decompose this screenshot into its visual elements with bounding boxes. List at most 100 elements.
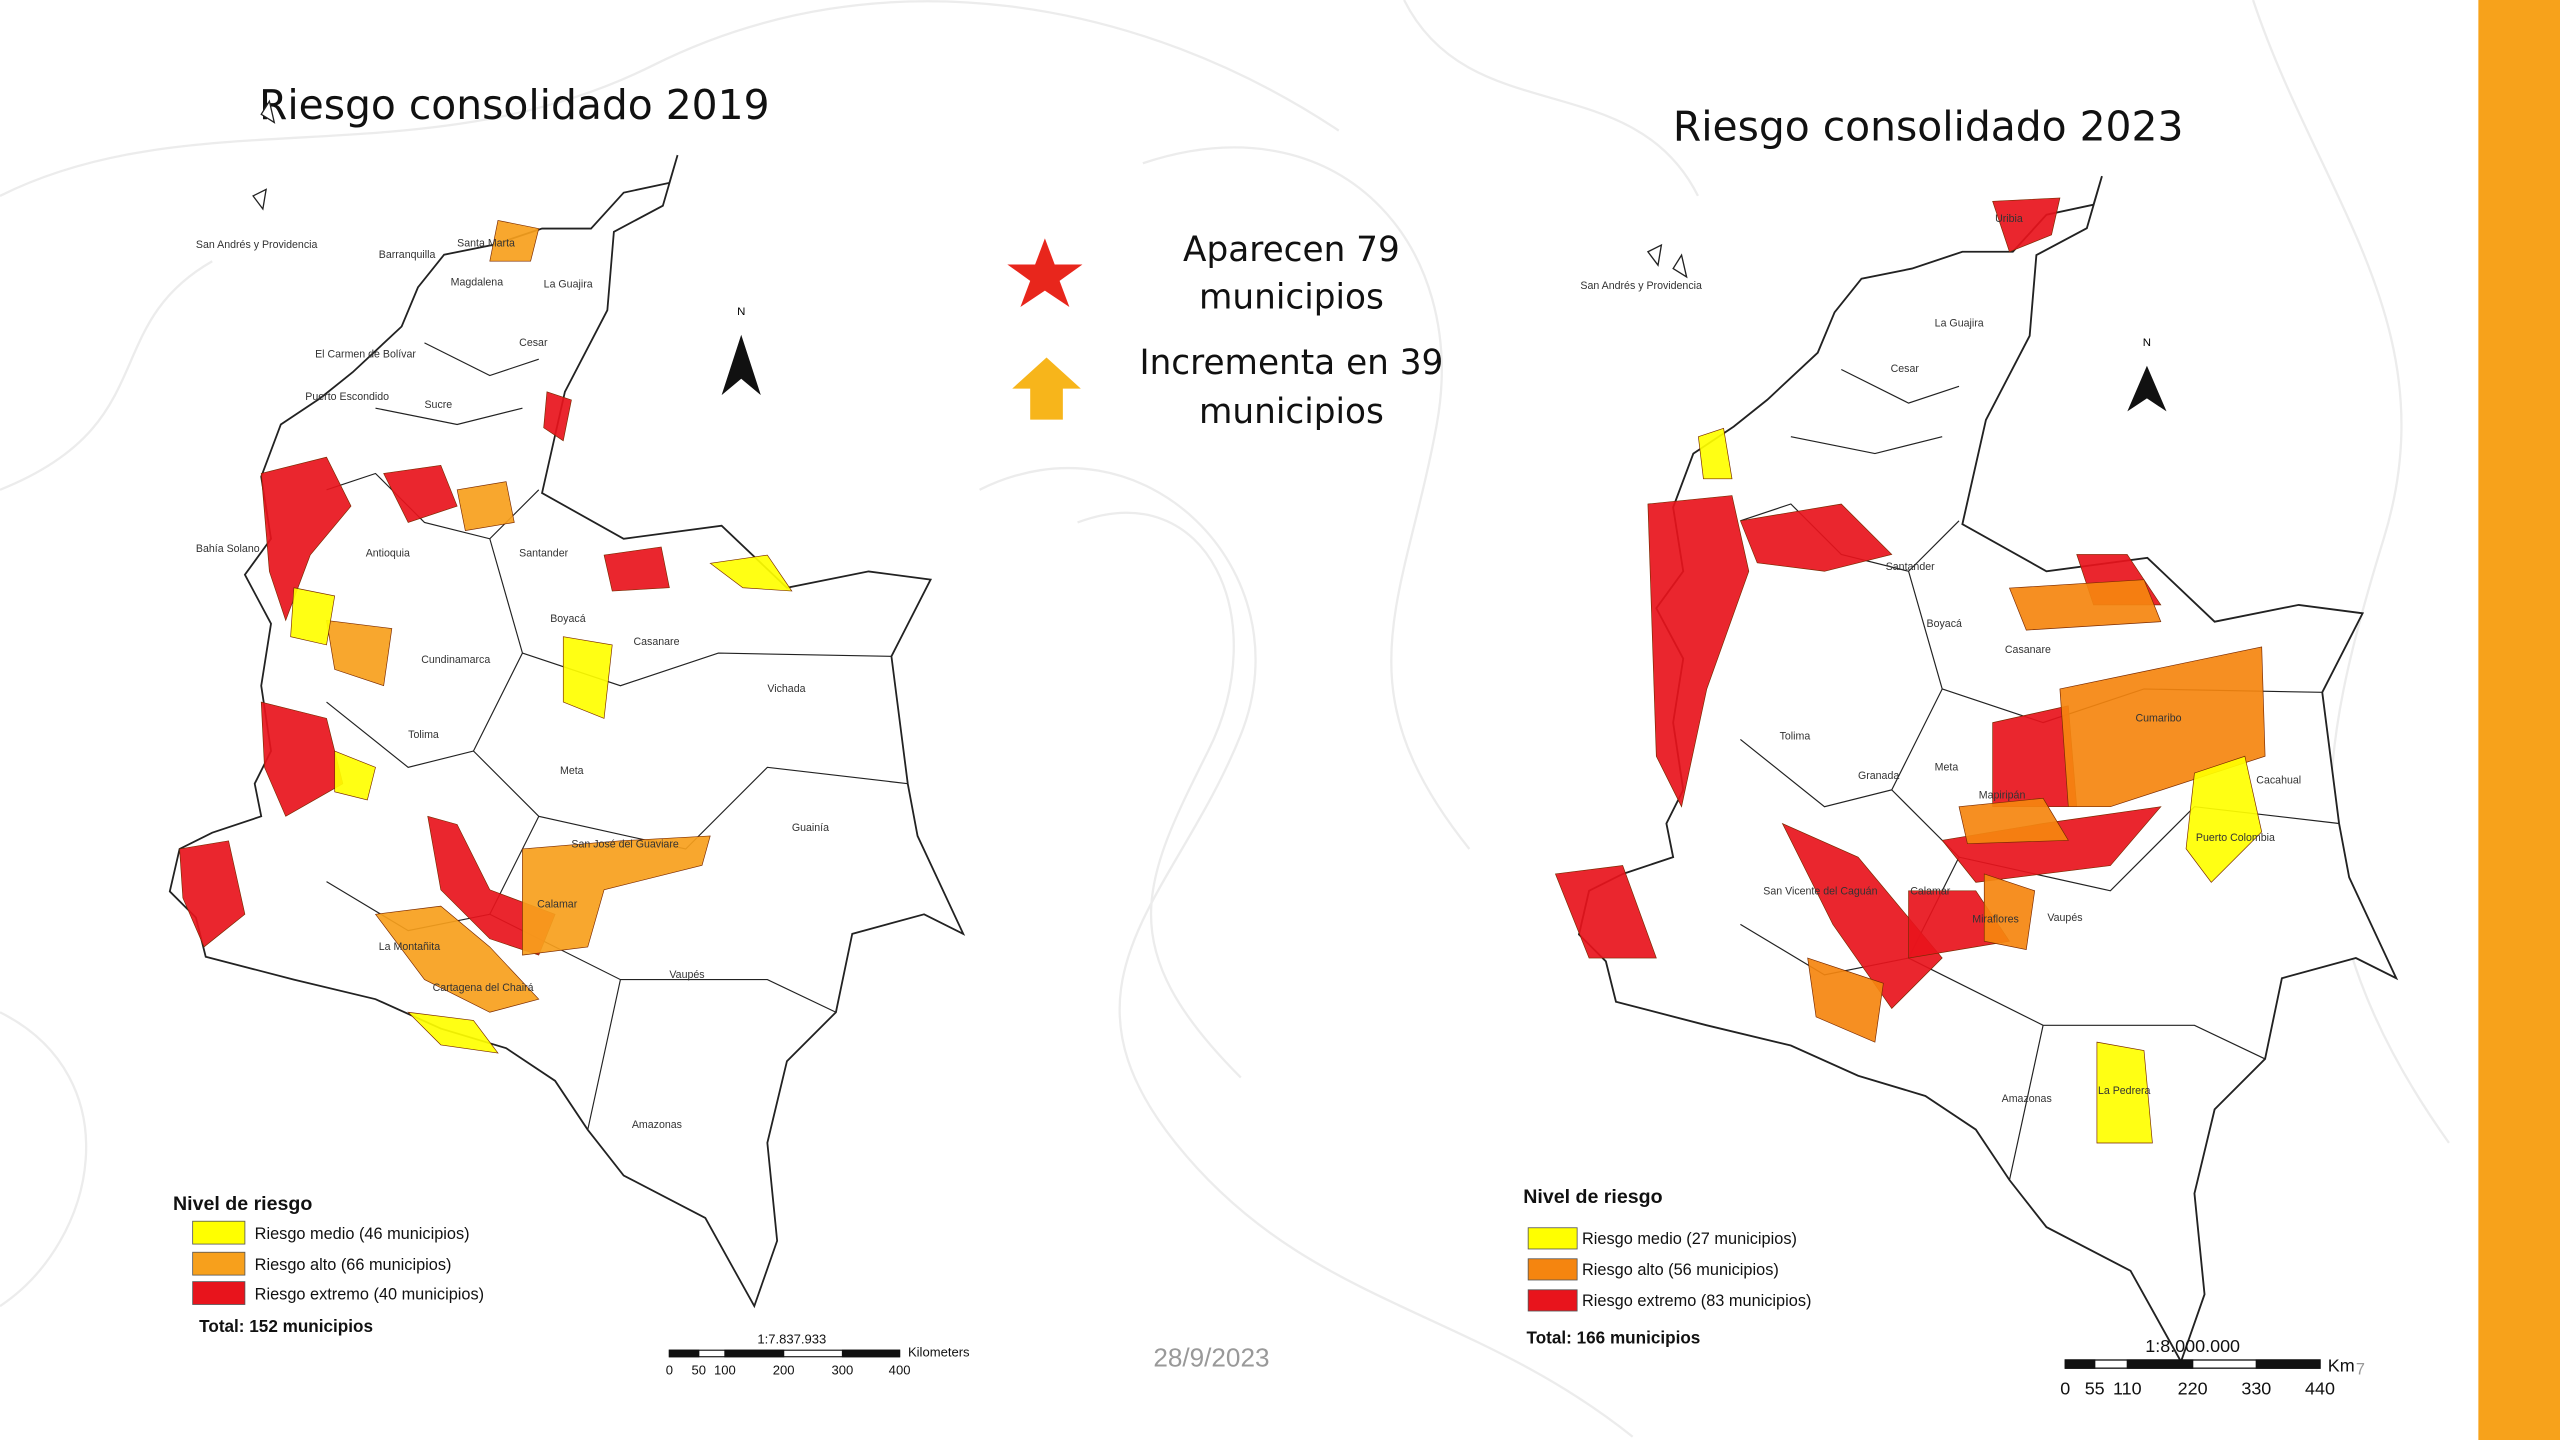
scale-bar xyxy=(2064,1359,2321,1369)
legend-label: Riesgo medio (46 municipios) xyxy=(255,1225,470,1243)
place-label: Antioquia xyxy=(366,548,410,560)
arrow-icon xyxy=(1012,357,1081,420)
place-label: Vichada xyxy=(767,683,805,695)
scale-tick: 110 xyxy=(2113,1378,2142,1398)
place-label: Calamar xyxy=(537,899,578,911)
scale-unit: Km xyxy=(2328,1355,2355,1375)
place-label: Cumaribo xyxy=(2136,713,2182,725)
place-label: Cartagena del Chairá xyxy=(433,982,534,994)
risk-patches xyxy=(1554,197,2266,1144)
annotation: Incrementa en 39 xyxy=(1139,343,1443,383)
place-label: Tolima xyxy=(1780,731,1811,743)
north-arrow xyxy=(721,334,761,396)
scale-bar xyxy=(668,1349,901,1358)
place-label: Bahía Solano xyxy=(196,543,260,555)
place-label: Magdalena xyxy=(451,277,504,289)
legend-swatch xyxy=(1527,1289,1578,1312)
star-icon xyxy=(1007,238,1083,307)
page-number: 7 xyxy=(2356,1361,2365,1379)
map-title: Riesgo consolidado 2023 xyxy=(1673,102,2184,150)
map-2019: San Andrés y Providencia Barranquilla Sa… xyxy=(168,99,970,1378)
place-label: Tolima xyxy=(408,729,439,741)
place-label: Meta xyxy=(560,765,584,777)
place-label: Meta xyxy=(1935,762,1959,774)
accent-bar xyxy=(2478,0,2560,1440)
place-label: La Guajira xyxy=(544,278,593,290)
place-label: El Carmen de Bolívar xyxy=(315,349,416,361)
place-label: San Andrés y Providencia xyxy=(196,239,318,251)
place-label: Guainía xyxy=(792,822,829,834)
scale-tick: 400 xyxy=(889,1363,911,1378)
legend-label: Riesgo medio (27 municipios) xyxy=(1582,1230,1797,1248)
place-label: Amazonas xyxy=(632,1119,682,1131)
place-label: Casanare xyxy=(2005,644,2051,656)
scale-tick: 220 xyxy=(2178,1378,2208,1398)
north-label: N xyxy=(2143,337,2151,349)
legend-label: Riesgo extremo (40 municipios) xyxy=(255,1286,484,1304)
place-label: San Andrés y Providencia xyxy=(1580,280,1702,292)
place-label: Cesar xyxy=(519,337,548,349)
place-label: Vaupés xyxy=(2047,912,2082,924)
scale-tick: 0 xyxy=(666,1363,673,1378)
legend-total: Total: 152 municipios xyxy=(199,1316,373,1336)
scale-tick: 200 xyxy=(773,1363,795,1378)
legend-swatch xyxy=(1527,1227,1578,1250)
place-label: Cesar xyxy=(1891,363,1920,375)
place-label: Calamar xyxy=(1910,886,1951,898)
scale-tick: 300 xyxy=(832,1363,854,1378)
scale-tick: 0 xyxy=(2060,1378,2070,1398)
place-label: Miraflores xyxy=(1972,913,2019,925)
legend-swatch xyxy=(192,1251,246,1276)
place-label: Santander xyxy=(1886,561,1935,573)
scale-unit: Kilometers xyxy=(908,1345,970,1360)
place-label: Barranquilla xyxy=(379,249,436,261)
scale-tick: 100 xyxy=(714,1363,736,1378)
scale-ratio: 1:7.837.933 xyxy=(757,1332,826,1347)
place-label: Vaupés xyxy=(669,969,704,981)
north-arrow xyxy=(2127,365,2167,412)
map-title: Riesgo consolidado 2019 xyxy=(259,81,770,129)
legend-swatch xyxy=(192,1281,246,1305)
legend-swatch xyxy=(1527,1258,1578,1281)
scale-tick: 440 xyxy=(2305,1378,2335,1398)
place-label: Casanare xyxy=(633,636,679,648)
slide-date: 28/9/2023 xyxy=(1153,1343,1269,1373)
place-label: Cundinamarca xyxy=(421,654,490,666)
place-label: Boyacá xyxy=(1927,618,1962,630)
scale-tick: 330 xyxy=(2241,1378,2271,1398)
place-label: Boyacá xyxy=(550,613,585,625)
legend-title: Nivel de riesgo xyxy=(173,1193,312,1215)
annotation: municipios xyxy=(1199,278,1384,318)
place-label: Puerto Escondido xyxy=(305,391,389,403)
place-label: Amazonas xyxy=(2002,1093,2052,1105)
legend-label: Riesgo extremo (83 municipios) xyxy=(1582,1292,1811,1310)
place-label: La Guajira xyxy=(1935,318,1984,330)
legend-swatch xyxy=(192,1220,246,1245)
north-label: N xyxy=(737,306,745,318)
place-label: Uribia xyxy=(1995,213,2023,225)
legend-title: Nivel de riesgo xyxy=(1523,1186,1662,1208)
place-label: La Montañita xyxy=(379,941,440,953)
place-label: San Vicente del Caguán xyxy=(1763,886,1877,898)
place-label: La Pedrera xyxy=(2098,1085,2151,1097)
legend-total: Total: 166 municipios xyxy=(1527,1328,1701,1348)
scale-tick: 55 xyxy=(2085,1378,2105,1398)
map-2023: San Andrés y Providencia Uribia La Guaji… xyxy=(1523,175,2398,1398)
place-label: Puerto Colombia xyxy=(2196,832,2275,844)
annotation: Aparecen 79 xyxy=(1183,230,1400,270)
scale-tick: 50 xyxy=(692,1363,707,1378)
place-label: Cacahual xyxy=(2256,775,2301,787)
risk-patches xyxy=(179,220,793,1054)
scale-ratio: 1:8.000.000 xyxy=(2145,1336,2240,1356)
place-label: Mapiripán xyxy=(1979,789,2026,801)
legend-label: Riesgo alto (56 municipios) xyxy=(1582,1261,1779,1279)
place-label: Santa Marta xyxy=(457,238,515,250)
background-topography xyxy=(0,0,2450,1438)
legend-label: Riesgo alto (66 municipios) xyxy=(255,1256,452,1274)
place-label: San José del Guaviare xyxy=(571,838,678,850)
place-label: Sucre xyxy=(424,399,452,411)
place-label: Granada xyxy=(1858,770,1899,782)
place-label: Santander xyxy=(519,548,568,560)
